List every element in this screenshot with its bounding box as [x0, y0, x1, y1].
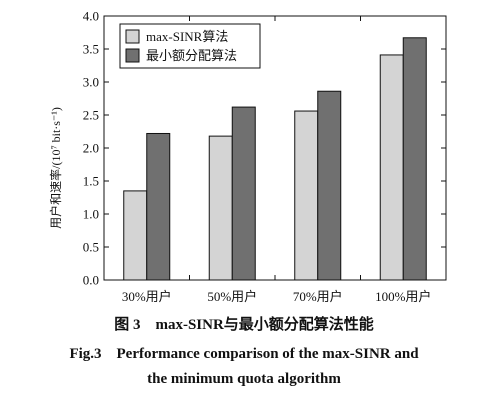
y-tick-label: 2.0 [83, 141, 99, 156]
bar [146, 132, 171, 281]
x-tick-label: 30%用户 [122, 289, 172, 304]
legend-label: max-SINR算法 [146, 29, 228, 44]
y-tick-label: 1.0 [83, 207, 99, 222]
figure-caption-chinese: 图 3 max-SINR与最小额分配算法性能 [114, 317, 374, 333]
y-tick-label: 0.5 [83, 240, 99, 255]
bar [294, 110, 319, 281]
x-tick-label: 50%用户 [207, 289, 257, 304]
y-tick-label: 3.0 [83, 75, 99, 90]
bar [317, 90, 342, 281]
bar-chart: 0.0 0.5 1.0 1.5 2.0 2.5 3.0 3.5 4.0 30%用户 50%用户 70%… [48, 9, 447, 304]
legend-label: 最小额分配算法 [146, 48, 237, 63]
y-tick-label: 4.0 [83, 9, 99, 24]
figure-caption-english-line2: the minimum quota algorithm [147, 371, 341, 387]
y-tick-label: 3.5 [83, 42, 99, 57]
bar [402, 37, 427, 281]
bar [208, 135, 233, 281]
bar [379, 54, 404, 281]
bar [123, 190, 148, 281]
x-tick-label: 100%用户 [375, 289, 431, 304]
legend-swatch [125, 29, 140, 44]
legend-box [119, 23, 261, 69]
y-tick-label: 0.0 [83, 273, 99, 288]
axes: 0.0 0.5 1.0 1.5 2.0 2.5 3.0 3.5 4.0 30%用户 50%用户 70%… [83, 9, 447, 304]
y-axis-label: 用户和速率/(10⁷ bit·s⁻¹) [48, 107, 63, 229]
figure-caption-english-line1: Fig.3 Performance comparison of the max-… [69, 346, 419, 362]
y-tick-label: 2.5 [83, 108, 99, 123]
bar [231, 106, 256, 281]
legend-swatch [125, 48, 140, 63]
x-tick-label: 70%用户 [293, 289, 343, 304]
bars [123, 37, 427, 281]
y-tick-label: 1.5 [83, 174, 99, 189]
